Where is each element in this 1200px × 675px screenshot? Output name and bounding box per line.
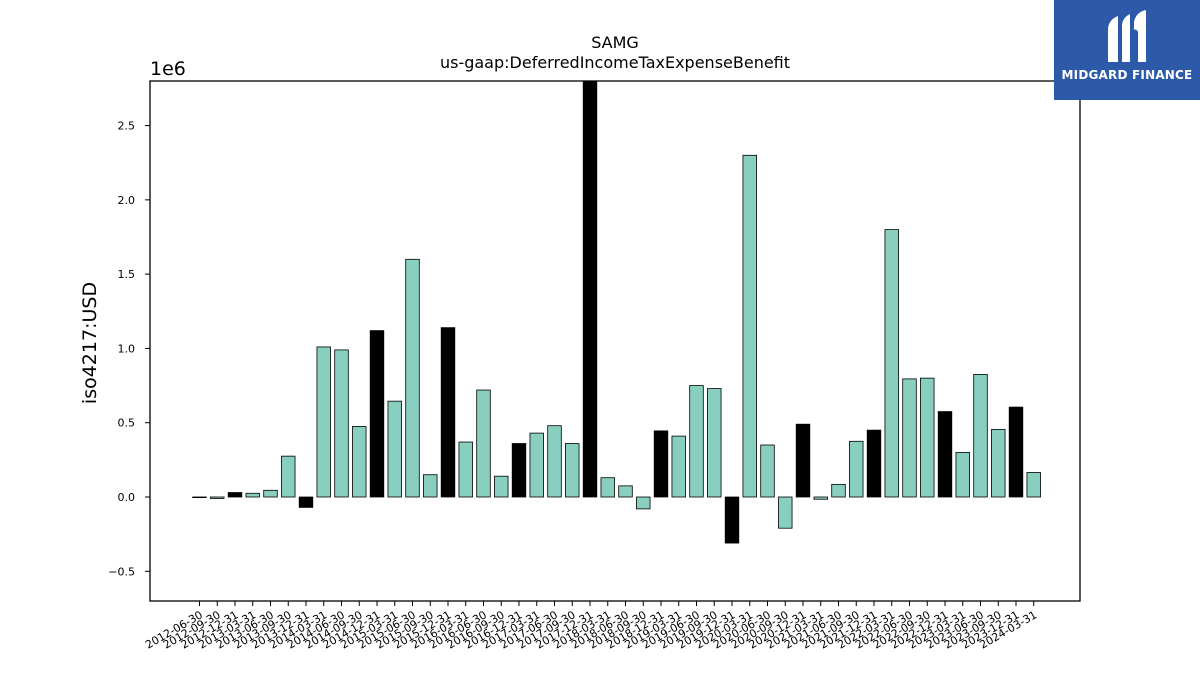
bar bbox=[707, 388, 722, 498]
bar bbox=[405, 258, 420, 498]
plot-frame bbox=[149, 80, 1081, 602]
y-axis-label: iso4217:USD bbox=[79, 282, 101, 404]
brand-logo: MIDGARD FINANCE bbox=[1054, 0, 1200, 100]
bar bbox=[920, 377, 935, 498]
y-tick-label: 0.5 bbox=[118, 417, 136, 430]
bar bbox=[387, 400, 402, 498]
logo-mark-icon bbox=[1108, 10, 1146, 62]
bar bbox=[831, 483, 846, 498]
bar bbox=[653, 430, 669, 498]
bar bbox=[369, 330, 385, 498]
bar bbox=[440, 327, 456, 498]
bar bbox=[476, 389, 491, 498]
y-tick-label: 0.0 bbox=[118, 491, 136, 504]
y-tick-label: 1.5 bbox=[118, 268, 136, 281]
x-ticks-group: 2012-06-302012-09-302012-12-312013-03-31… bbox=[143, 601, 1039, 652]
bar bbox=[582, 80, 598, 498]
bar bbox=[458, 441, 473, 498]
bar bbox=[192, 496, 207, 499]
bar bbox=[937, 411, 953, 498]
bar bbox=[494, 475, 509, 498]
y-offset-label: 1e6 bbox=[150, 58, 186, 80]
bar bbox=[227, 492, 243, 498]
bar bbox=[902, 378, 917, 498]
bar bbox=[298, 496, 314, 508]
bar bbox=[511, 443, 527, 498]
bar bbox=[849, 440, 864, 498]
bar bbox=[884, 229, 899, 498]
y-ticks-group: −0.5 0.0 0.5 1.0 1.5 2.0 2.5 bbox=[108, 120, 150, 578]
bar bbox=[618, 485, 633, 498]
bar bbox=[813, 496, 828, 500]
bar bbox=[529, 432, 544, 498]
bar bbox=[281, 455, 296, 498]
y-tick-label: 2.5 bbox=[118, 120, 136, 133]
bar bbox=[795, 423, 811, 498]
bar bbox=[636, 496, 651, 510]
bar bbox=[689, 385, 704, 498]
bar bbox=[245, 492, 260, 498]
bar bbox=[423, 474, 438, 498]
chart-subtitle: us-gaap:DeferredIncomeTaxExpenseBenefit bbox=[440, 53, 790, 72]
bar bbox=[778, 496, 793, 529]
y-tick-label: 2.0 bbox=[118, 194, 136, 207]
bar bbox=[352, 426, 367, 498]
chart-title: SAMG bbox=[591, 33, 639, 52]
bar bbox=[1026, 472, 1041, 498]
bar bbox=[334, 349, 349, 498]
bar bbox=[973, 374, 988, 498]
y-tick-label: −0.5 bbox=[108, 565, 135, 578]
bar bbox=[866, 429, 882, 498]
bar bbox=[1008, 406, 1024, 498]
y-tick-label: 1.0 bbox=[118, 342, 136, 355]
bar bbox=[600, 477, 615, 498]
bar bbox=[210, 496, 225, 499]
bars-group bbox=[192, 80, 1041, 544]
bar bbox=[742, 154, 757, 498]
bar bbox=[671, 435, 686, 498]
bar bbox=[565, 443, 580, 498]
bar bbox=[724, 496, 740, 544]
bar bbox=[316, 346, 331, 498]
bar bbox=[547, 425, 562, 498]
brand-name: MIDGARD FINANCE bbox=[1061, 68, 1193, 82]
bar bbox=[760, 444, 775, 498]
bar bbox=[263, 489, 278, 498]
bar bbox=[991, 428, 1006, 498]
bar bbox=[955, 452, 970, 498]
